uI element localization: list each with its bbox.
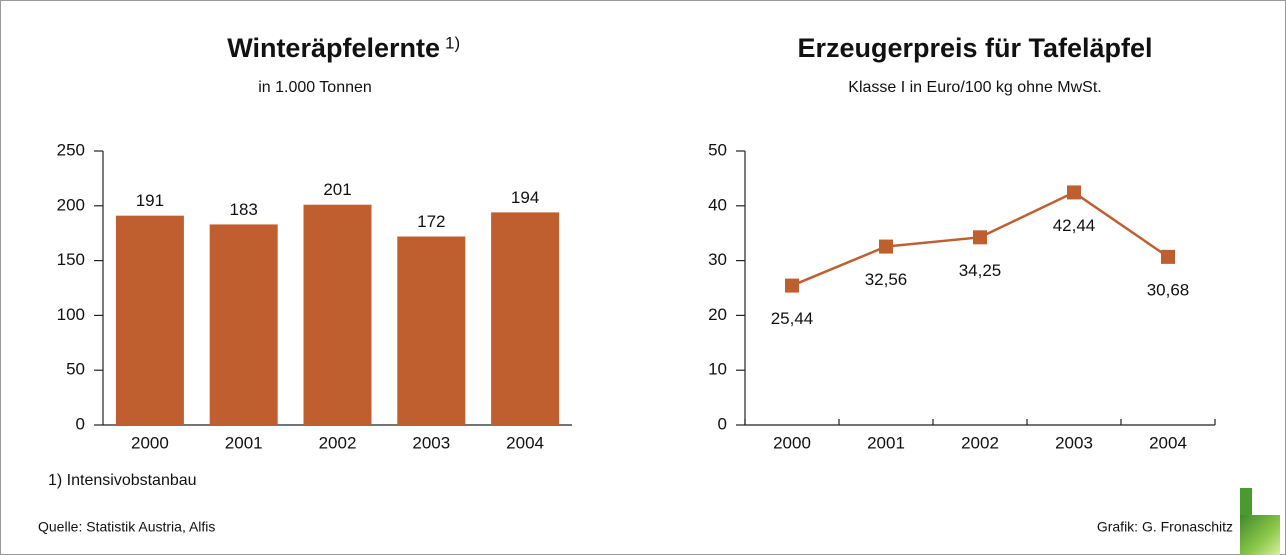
logo — [1240, 515, 1280, 555]
y-tick-label: 150 — [57, 250, 85, 269]
x-tick-label: 2000 — [131, 433, 169, 452]
data-label: 30,68 — [1147, 280, 1190, 299]
data-label: 172 — [417, 212, 445, 231]
bar — [397, 236, 466, 425]
y-tick-label: 50 — [66, 360, 85, 379]
chart-title: Winteräpfelernte — [227, 33, 440, 63]
data-label: 25,44 — [771, 309, 814, 328]
x-tick-label: 2004 — [1149, 433, 1187, 452]
footnote: 1) Intensivobstanbau — [48, 472, 197, 489]
logo — [1240, 488, 1252, 515]
data-label: 201 — [323, 180, 351, 199]
y-tick-label: 20 — [708, 305, 727, 324]
chart-subtitle: Klasse I in Euro/100 kg ohne MwSt. — [848, 79, 1101, 96]
data-label: 32,56 — [865, 270, 908, 289]
y-tick-label: 100 — [57, 305, 85, 324]
bar — [491, 212, 560, 425]
y-tick-label: 0 — [718, 414, 727, 433]
x-tick-label: 2001 — [225, 433, 263, 452]
y-tick-label: 200 — [57, 195, 85, 214]
source: Quelle: Statistik Austria, Alfis — [38, 519, 215, 535]
chart-subtitle: in 1.000 Tonnen — [258, 79, 372, 96]
y-tick-label: 0 — [76, 414, 85, 433]
bar — [115, 215, 184, 425]
marker — [1067, 185, 1081, 200]
marker — [785, 278, 799, 293]
x-tick-label: 2003 — [412, 433, 450, 452]
credit: Grafik: G. Fronaschitz — [1097, 519, 1233, 535]
y-tick-label: 40 — [708, 195, 727, 214]
title-note: 1) — [445, 33, 460, 52]
y-tick-label: 50 — [708, 140, 727, 159]
bar — [303, 204, 372, 425]
x-tick-label: 2004 — [506, 433, 544, 452]
x-tick-label: 2002 — [961, 433, 999, 452]
marker — [973, 230, 987, 245]
x-tick-label: 2003 — [1055, 433, 1093, 452]
marker — [1161, 249, 1175, 264]
data-label: 34,25 — [959, 261, 1002, 280]
x-tick-label: 2000 — [773, 433, 811, 452]
bar — [209, 224, 278, 425]
marker — [879, 239, 893, 254]
y-tick-label: 10 — [708, 360, 727, 379]
chart-title: Erzeugerpreis für Tafeläpfel — [797, 33, 1152, 63]
data-label: 194 — [511, 188, 539, 207]
data-label: 191 — [136, 191, 164, 210]
x-tick-label: 2002 — [319, 433, 357, 452]
y-tick-label: 30 — [708, 250, 727, 269]
data-label: 42,44 — [1053, 216, 1096, 235]
x-tick-label: 2001 — [867, 433, 905, 452]
data-label: 183 — [230, 200, 258, 219]
y-tick-label: 250 — [57, 140, 85, 159]
